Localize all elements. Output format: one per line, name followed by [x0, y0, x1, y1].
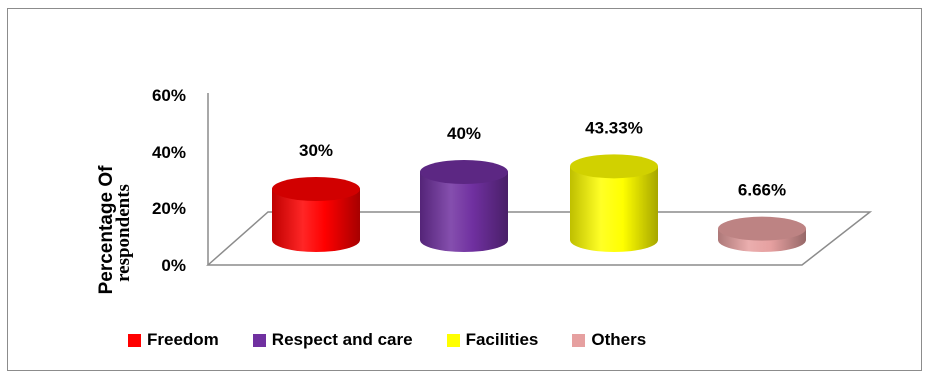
- legend-label: Others: [591, 330, 647, 349]
- legend: Freedom Respect and care Facilities Othe…: [128, 328, 646, 352]
- legend-item-facilities: Facilities: [446, 330, 539, 350]
- legend-swatch: [128, 333, 141, 347]
- data-label: 40%: [447, 124, 481, 143]
- bar-freedom: [272, 177, 360, 252]
- bar-top: [272, 177, 360, 201]
- legend-item-freedom: Freedom: [128, 330, 219, 350]
- data-label: 43.33%: [585, 118, 643, 137]
- bar-top: [570, 154, 658, 179]
- legend-label: Respect and care: [271, 330, 413, 349]
- legend-item-respect-and-care: Respect and care: [252, 330, 413, 350]
- data-label: 30%: [299, 141, 333, 160]
- legend-item-others: Others: [572, 330, 646, 350]
- y-tick-label: 20%: [152, 199, 186, 218]
- legend-label: Freedom: [147, 330, 219, 349]
- legend-label: Facilities: [465, 330, 539, 349]
- plot-floor: [206, 211, 873, 266]
- bar-body: [570, 166, 658, 252]
- bar-facilities: [570, 154, 658, 252]
- bar-others: [718, 216, 806, 252]
- bar-top: [718, 216, 806, 241]
- y-tick-label: 0%: [161, 256, 186, 275]
- legend-swatch: [252, 333, 266, 347]
- bar-body: [272, 189, 360, 252]
- legend-swatch: [572, 333, 586, 347]
- y-tick-label: 60%: [152, 86, 186, 105]
- bar-top: [420, 160, 508, 184]
- y-tick-label: 40%: [152, 143, 186, 162]
- data-label: 6.66%: [738, 181, 786, 200]
- legend-swatch: [446, 333, 460, 347]
- y-axis-title-line2: respondents: [113, 184, 134, 282]
- bar-body: [420, 172, 508, 252]
- y-axis-title-line1: Percentage Of: [96, 165, 117, 294]
- bar-respect-and-care: [420, 160, 508, 252]
